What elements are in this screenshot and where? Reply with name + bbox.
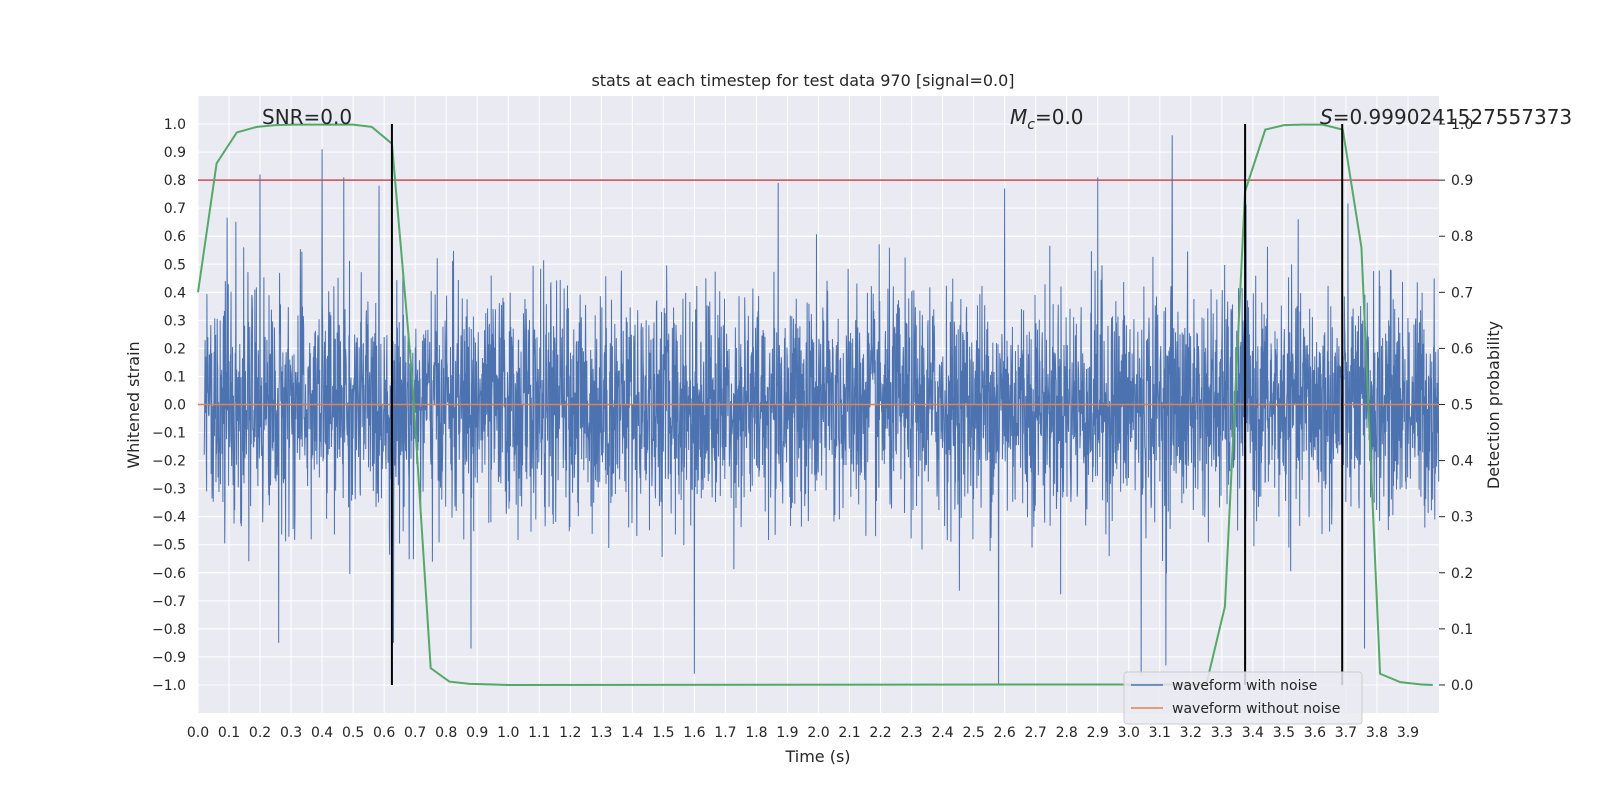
snr-annotation: SNR=0.0 — [262, 105, 352, 129]
y-tick-label: −0.1 — [152, 426, 186, 442]
y-tick-label: 0.2 — [164, 341, 186, 357]
y-tick-label: −0.2 — [152, 454, 186, 470]
s-value: =0.9990241527557373 — [1333, 105, 1572, 129]
s-symbol: S — [1320, 105, 1333, 129]
legend: waveform with noise waveform without noi… — [1123, 671, 1363, 725]
y-tick-label: −0.6 — [152, 566, 186, 582]
x-axis-label: Time (s) — [784, 747, 850, 766]
x-tick-label: 0.3 — [280, 725, 302, 741]
y-tick-label: 0.3 — [164, 313, 186, 329]
x-tick-label: 1.7 — [714, 725, 736, 741]
x-tick-label: 1.5 — [652, 725, 674, 741]
x-tick-label: 0.2 — [249, 725, 271, 741]
x-tick-label: 3.5 — [1273, 725, 1295, 741]
y-tick-label: −0.3 — [152, 482, 186, 498]
x-tick-label: 1.8 — [745, 725, 767, 741]
y-tick-label: −0.7 — [152, 594, 186, 610]
x-tick-label: 1.4 — [621, 725, 643, 741]
y-tick-label: −0.4 — [152, 510, 186, 526]
y-tick-label: 0.7 — [164, 201, 186, 217]
x-tick-label: 3.4 — [1242, 725, 1264, 741]
x-tick-label: 3.1 — [1149, 725, 1171, 741]
x-tick-label: 3.2 — [1180, 725, 1202, 741]
mc-subscript: c — [1027, 117, 1035, 133]
x-tick-label: 3.8 — [1366, 725, 1388, 741]
x-tick-label: 0.5 — [342, 725, 364, 741]
x-axis-ticks: 0.0 0.1 0.2 0.3 0.4 0.5 0.6 0.7 0.8 0.9 1.0 1.1 1.2 1… — [187, 725, 1419, 741]
x-tick-label: 3.3 — [1211, 725, 1233, 741]
y-tick-label: 0.5 — [164, 257, 186, 273]
chart-title: stats at each timestep for test data 970… — [591, 71, 1014, 90]
y2-tick-label: 0.8 — [1451, 229, 1473, 245]
x-tick-label: 2.9 — [1087, 725, 1109, 741]
x-tick-label: 1.1 — [528, 725, 550, 741]
x-tick-label: 0.4 — [311, 725, 333, 741]
chart-marks — [197, 123, 1439, 686]
y-tick-label: 0.8 — [164, 173, 186, 189]
x-tick-label: 3.9 — [1397, 725, 1419, 741]
y-tick-label: 0.9 — [164, 145, 186, 161]
y2-tick-label: 1.0 — [1451, 117, 1473, 133]
y-tick-label: 0.1 — [164, 369, 186, 385]
x-tick-label: 3.6 — [1304, 725, 1326, 741]
mc-symbol: M — [1010, 105, 1027, 129]
y-tick-label: 0.4 — [164, 285, 186, 301]
x-tick-label: 0.7 — [404, 725, 426, 741]
y2-tick-label: 0.1 — [1451, 622, 1473, 638]
x-tick-label: 0.6 — [373, 725, 395, 741]
x-tick-label: 1.3 — [590, 725, 612, 741]
y-axis-label: Whitened strain — [124, 341, 143, 468]
x-tick-label: 0.8 — [435, 725, 457, 741]
y2-axis-ticks: 1.0 0.9 0.8 0.7 0.6 0.5 0.4 0.3 0.2 0.1 0.0 — [1439, 117, 1473, 694]
legend-box — [1123, 671, 1363, 725]
y2-tick-label: 0.0 — [1451, 678, 1473, 694]
y-axis-ticks: 1.0 0.9 0.8 0.7 0.6 0.5 0.4 0.3 0.2 0.1 0.0 −0.1 −0.… — [152, 117, 186, 694]
x-tick-label: 2.8 — [1056, 725, 1078, 741]
x-tick-label: 2.0 — [807, 725, 829, 741]
y-tick-label: 0.6 — [164, 229, 186, 245]
x-tick-label: 2.4 — [931, 725, 953, 741]
y-tick-label: −0.5 — [152, 538, 186, 554]
y2-axis-label: Detection probability — [1484, 321, 1503, 489]
x-tick-label: 2.6 — [994, 725, 1016, 741]
y-tick-label: 0.0 — [164, 398, 186, 414]
y2-tick-label: 0.4 — [1451, 454, 1473, 470]
y2-tick-label: 0.3 — [1451, 510, 1473, 526]
y2-tick-label: 0.9 — [1451, 173, 1473, 189]
legend-label-noise: waveform with noise — [1172, 678, 1317, 694]
x-tick-label: 3.7 — [1335, 725, 1357, 741]
x-tick-label: 0.9 — [466, 725, 488, 741]
x-tick-label: 1.2 — [559, 725, 581, 741]
y-tick-label: 1.0 — [164, 117, 186, 133]
x-tick-label: 3.0 — [1118, 725, 1140, 741]
x-tick-label: 2.3 — [900, 725, 922, 741]
mc-value: =0.0 — [1035, 105, 1084, 129]
x-tick-label: 2.5 — [962, 725, 984, 741]
mc-annotation: Mc=0.0 — [1010, 105, 1084, 133]
x-tick-label: 2.1 — [838, 725, 860, 741]
y-tick-label: −0.9 — [152, 650, 186, 666]
x-tick-label: 1.9 — [776, 725, 798, 741]
detection-probability-line — [197, 123, 1433, 686]
x-tick-label: 0.1 — [218, 725, 240, 741]
y2-tick-label: 0.2 — [1451, 566, 1473, 582]
y-tick-label: −0.8 — [152, 622, 186, 638]
y2-tick-label: 0.7 — [1451, 285, 1473, 301]
x-tick-label: 0.0 — [187, 725, 209, 741]
x-tick-label: 1.0 — [497, 725, 519, 741]
x-tick-label: 1.6 — [683, 725, 705, 741]
x-tick-label: 2.7 — [1025, 725, 1047, 741]
y-tick-label: −1.0 — [152, 678, 186, 694]
y2-tick-label: 0.6 — [1451, 341, 1473, 357]
y2-tick-label: 0.5 — [1451, 398, 1473, 414]
legend-label-clean: waveform without noise — [1172, 701, 1340, 717]
x-tick-label: 2.2 — [869, 725, 891, 741]
s-annotation: S=0.9990241527557373 — [1320, 105, 1572, 129]
